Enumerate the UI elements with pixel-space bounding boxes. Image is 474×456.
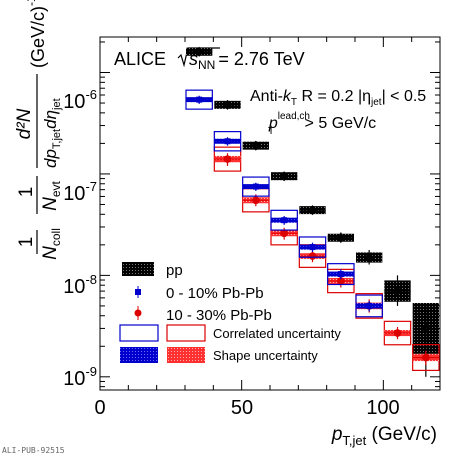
legend-correlated-blue bbox=[119, 324, 159, 342]
data-point-pbpb-0-10 bbox=[252, 183, 259, 190]
legend-swatch-pp bbox=[122, 262, 154, 276]
data-point-pbpb-0-10 bbox=[224, 138, 231, 145]
data-point-pp bbox=[279, 171, 290, 182]
data-point-pbpb-10-30 bbox=[223, 155, 232, 163]
x-tick-label: 100 bbox=[366, 397, 399, 419]
legend-correlated-red bbox=[166, 324, 206, 342]
y-axis-label: 1 Ncoll 1 Nevt d²N dpT,jetdηjet (GeV/c)-… bbox=[14, 0, 63, 260]
x-axis-label: pT,jet (GeV/c) bbox=[331, 424, 437, 448]
series-pp bbox=[186, 46, 439, 377]
energy-label: sNN = 2.76 TeV bbox=[177, 47, 305, 72]
y-tick-label: 10-7 bbox=[63, 179, 97, 205]
selection-cuts: Anti-kT R = 0.2 |ηjet| < 0.5 bbox=[250, 88, 426, 108]
leading-track-cut: plead,ch T > 5 GeV/c bbox=[268, 111, 376, 137]
legend-shape-blue bbox=[120, 347, 158, 363]
data-point-pp bbox=[250, 140, 261, 151]
figure-id: ALI-PUB-92515 bbox=[2, 446, 65, 455]
y-tick-label: 10-9 bbox=[63, 364, 97, 390]
x-tick-label: 50 bbox=[231, 397, 253, 419]
series-pbpb-0-10 bbox=[185, 89, 383, 318]
y-tick-label: 10-6 bbox=[63, 87, 97, 113]
data-point-pp bbox=[420, 323, 431, 334]
y-tick-labels: 10-9 10-8 10-7 10-6 bbox=[63, 87, 97, 390]
data-point-pbpb-10-30 bbox=[337, 277, 345, 285]
data-point-pbpb-10-30 bbox=[422, 353, 430, 362]
legend: pp 0 - 10% Pb-Pb 10 - 30% Pb-Pb Correlat… bbox=[119, 262, 341, 363]
data-point-pp bbox=[222, 99, 233, 110]
data-point-pbpb-0-10 bbox=[281, 217, 288, 224]
y-tick-label: 10-8 bbox=[63, 272, 97, 298]
data-point-pp bbox=[392, 286, 403, 297]
data-point-pbpb-0-10 bbox=[309, 244, 316, 251]
data-point-pp bbox=[307, 205, 318, 216]
data-point-pbpb-0-10 bbox=[337, 271, 344, 278]
data-point-pbpb-10-30 bbox=[393, 329, 402, 337]
data-point-pp bbox=[335, 232, 346, 243]
svg-text:1: 1 bbox=[16, 237, 37, 248]
x-tick-labels: 0 50 100 bbox=[94, 397, 399, 419]
svg-text:d²N: d²N bbox=[14, 108, 35, 139]
data-point-pbpb-0-10 bbox=[366, 302, 373, 309]
svg-text:1: 1 bbox=[16, 187, 37, 198]
data-point-pp bbox=[194, 46, 205, 57]
data-point-pbpb-0-10 bbox=[196, 96, 203, 103]
data-point-pp bbox=[364, 252, 375, 263]
svg-text:Nevt: Nevt bbox=[40, 180, 63, 210]
chart-title: ALICE bbox=[114, 49, 166, 69]
legend-label-correlated: Correlated uncertainty bbox=[213, 326, 341, 341]
svg-text:sNN= 2.76 TeV: sNN = 2.76 TeV bbox=[189, 49, 305, 72]
legend-label-pp: pp bbox=[166, 262, 183, 279]
x-tick-label: 0 bbox=[94, 397, 105, 419]
data-point-pbpb-10-30 bbox=[280, 229, 288, 238]
svg-text:Ncoll: Ncoll bbox=[40, 228, 63, 260]
legend-marker-semi bbox=[134, 309, 142, 317]
svg-text:(GeV/c)-1: (GeV/c)-1 bbox=[24, 0, 48, 68]
legend-label-central: 0 - 10% Pb-Pb bbox=[166, 285, 264, 302]
legend-label-semi: 10 - 30% Pb-Pb bbox=[166, 307, 272, 324]
legend-marker-central bbox=[135, 289, 141, 295]
legend-label-shape: Shape uncertainty bbox=[213, 348, 318, 363]
svg-text:dpT,jetdηjet: dpT,jetdηjet bbox=[41, 98, 63, 168]
legend-shape-red bbox=[167, 347, 205, 363]
data-point-pbpb-10-30 bbox=[252, 196, 260, 205]
data-point-pbpb-10-30 bbox=[308, 252, 317, 260]
